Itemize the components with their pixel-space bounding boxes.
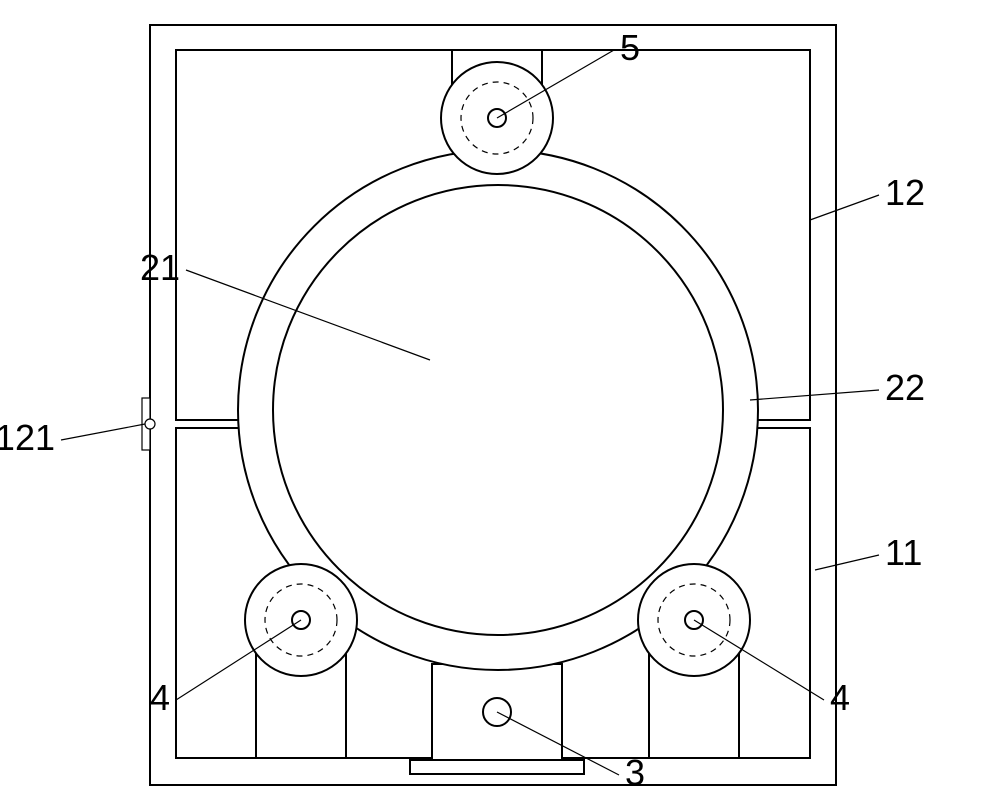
label-l22: 22 (885, 367, 925, 408)
label-l5: 5 (620, 27, 640, 68)
label-l11: 11 (885, 532, 922, 573)
label-l121: 121 (0, 417, 55, 458)
label-l4a: 4 (150, 677, 170, 718)
label-l21: 21 (140, 247, 180, 288)
label-l4b: 4 (830, 677, 850, 718)
ring-inner (273, 185, 723, 635)
motor-base (410, 760, 584, 774)
hinge-pin (145, 419, 155, 429)
label-l3: 3 (625, 752, 645, 793)
label-l12: 12 (885, 172, 925, 213)
